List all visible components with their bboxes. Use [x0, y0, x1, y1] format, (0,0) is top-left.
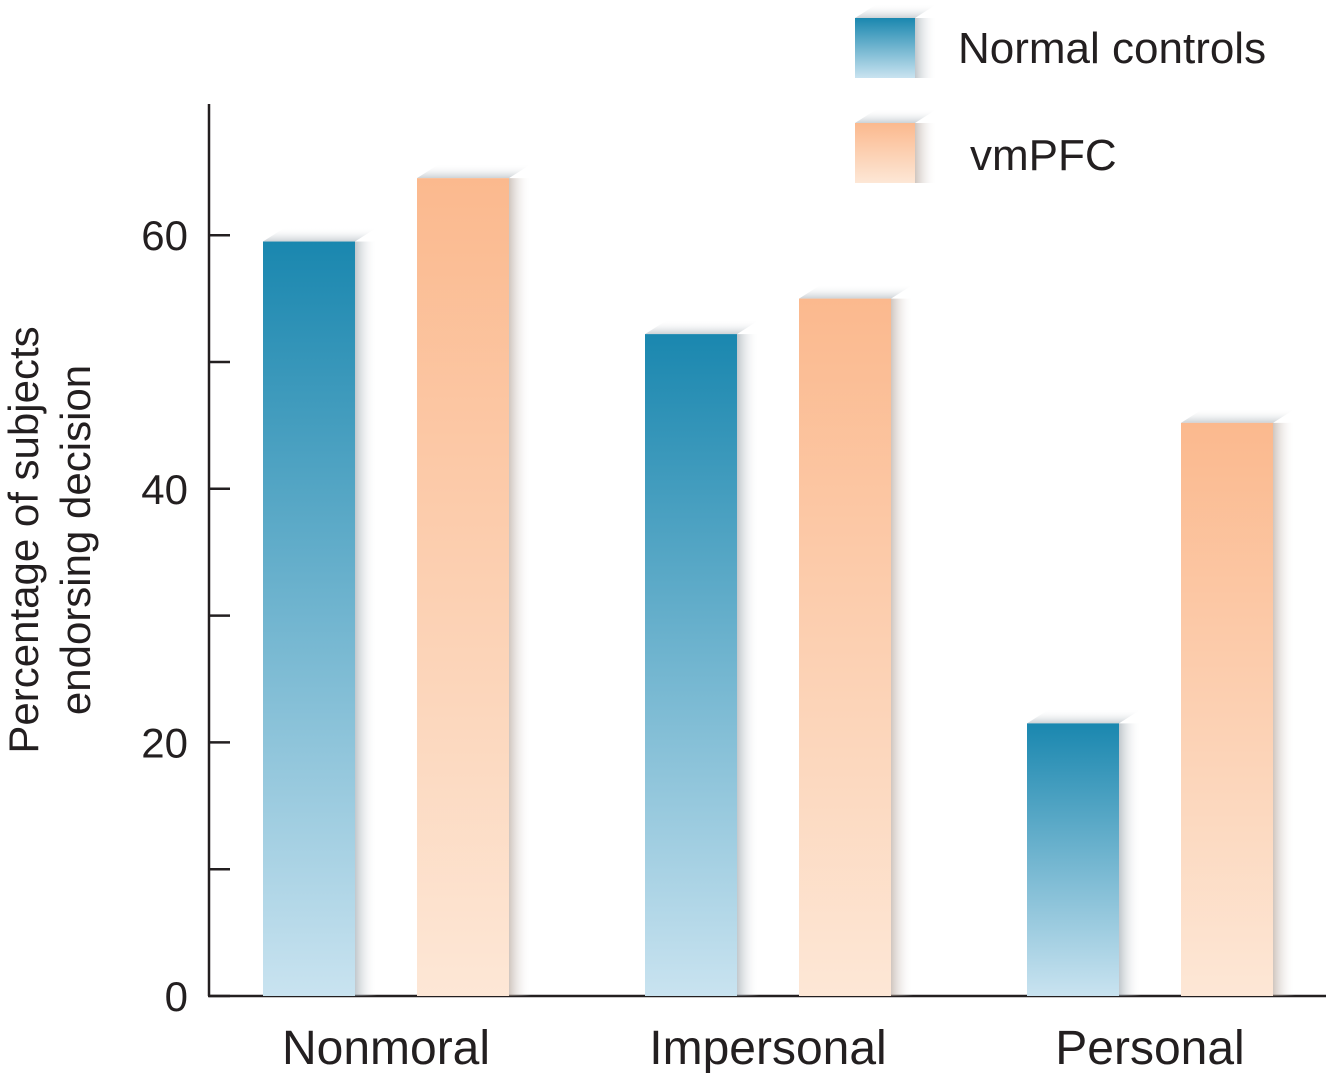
bars: [263, 164, 1295, 997]
legend-swatch-vmpfc: [855, 123, 915, 183]
y-axis-label-line-2: endorsing decision: [52, 365, 99, 715]
bar-face-vmpfc-nonmoral: [417, 178, 509, 996]
y-ticks: 0 20 40 60: [141, 212, 230, 1020]
bar-normal-controls-impersonal: [645, 320, 759, 996]
bar-face-vmpfc-personal: [1181, 422, 1273, 996]
y-axis-label-line-1: Percentage of subjects: [0, 326, 47, 753]
legend-label-normal-controls: Normal controls: [958, 24, 1266, 73]
bar-normal-controls-nonmoral: [263, 227, 377, 997]
legend-swatch-normal-controls: [855, 18, 915, 78]
bar-face-vmpfc-impersonal: [799, 298, 891, 997]
y-tick-label-40: 40: [141, 466, 188, 513]
bar-face-normal-controls-personal: [1027, 723, 1119, 996]
bar-face-normal-controls-impersonal: [645, 334, 737, 996]
legend-item-normal-controls: Normal controls: [855, 4, 1266, 78]
y-tick-label-20: 20: [141, 719, 188, 766]
legend: Normal controls vmPFC: [855, 4, 1266, 183]
y-axis-label: Percentage of subjects endorsing decisio…: [0, 326, 99, 753]
x-axis: Nonmoral Impersonal Personal: [208, 994, 1326, 1073]
bar-vmpfc-impersonal: [799, 284, 913, 997]
legend-item-vmpfc: vmPFC: [855, 109, 1117, 183]
x-tick-label-personal: Personal: [1055, 1022, 1244, 1073]
y-axis: 0 20 40 60: [141, 104, 230, 1020]
y-tick-label-0: 0: [165, 973, 188, 1020]
bar-vmpfc-personal: [1181, 408, 1295, 996]
legend-label-vmpfc: vmPFC: [970, 131, 1117, 180]
bar-normal-controls-personal: [1027, 709, 1141, 996]
bar-face-normal-controls-nonmoral: [263, 241, 355, 997]
y-tick-label-60: 60: [141, 212, 188, 259]
x-tick-label-impersonal: Impersonal: [649, 1022, 886, 1073]
bar-vmpfc-nonmoral: [417, 164, 531, 996]
x-tick-label-nonmoral: Nonmoral: [282, 1022, 490, 1073]
